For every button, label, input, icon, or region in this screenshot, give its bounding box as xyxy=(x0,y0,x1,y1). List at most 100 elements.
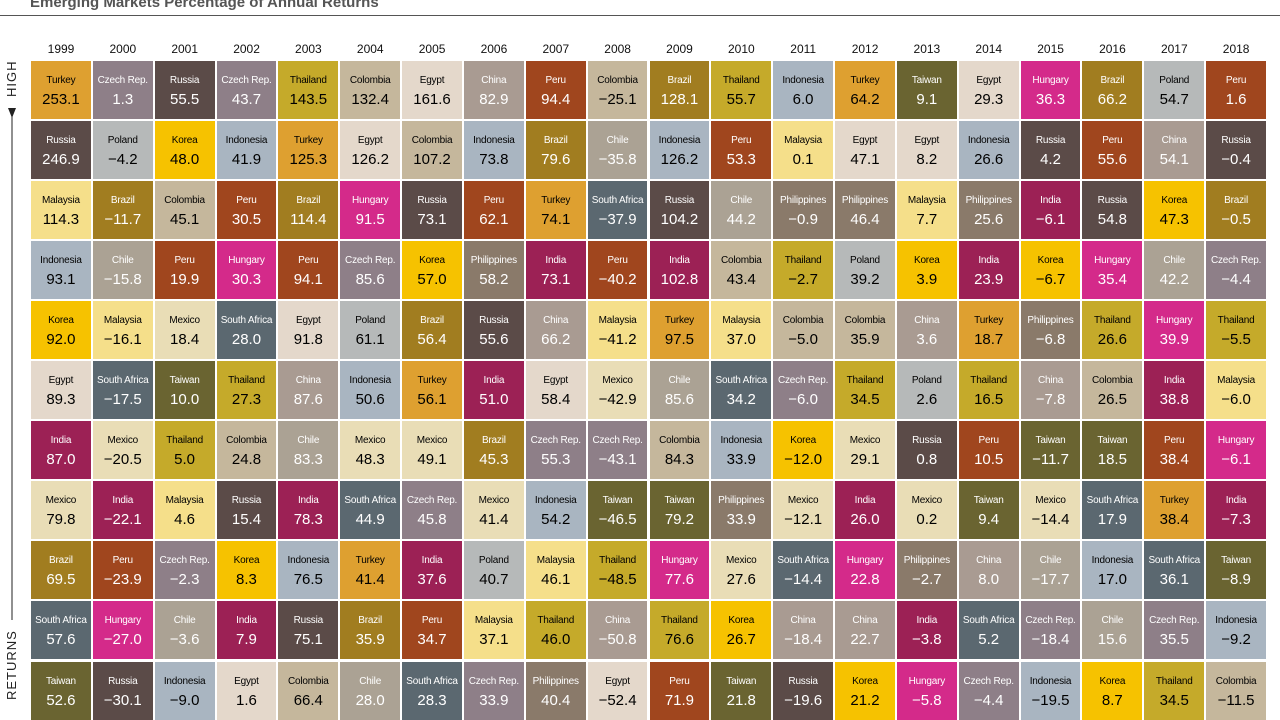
return: 28.0 xyxy=(231,331,262,349)
country: Hungary xyxy=(1217,435,1255,447)
return: 35.9 xyxy=(850,331,880,349)
return: −9.0 xyxy=(169,691,200,709)
return: 52.6 xyxy=(46,691,76,709)
cell: Russia 0.8 xyxy=(896,421,957,480)
cell: Taiwan −46.5 xyxy=(587,481,648,540)
cell: Turkey 56.1 xyxy=(402,361,462,420)
country: Mexico xyxy=(602,375,633,387)
country: Thailand xyxy=(1155,675,1193,687)
return: 79.6 xyxy=(541,151,571,169)
return: −20.5 xyxy=(103,451,142,469)
country: Chile xyxy=(173,615,196,627)
country: Thailand xyxy=(1093,315,1131,327)
country: Colombia xyxy=(349,75,391,86)
country: Indonesia xyxy=(473,135,515,147)
return: −6.8 xyxy=(1035,331,1066,349)
cell: China 82.9 xyxy=(463,61,524,120)
return: −6.1 xyxy=(1035,211,1066,229)
country: Brazil xyxy=(296,195,321,207)
cell: Czech Rep. −2.3 xyxy=(154,541,215,600)
return: 7.7 xyxy=(916,211,938,229)
country: Russia xyxy=(293,615,324,627)
year-header: 2002 xyxy=(233,42,260,56)
cell: China 8.0 xyxy=(958,541,1019,600)
cell: Egypt 47.1 xyxy=(835,121,895,180)
year-header: 2012 xyxy=(851,42,879,56)
cell: Mexico −42.9 xyxy=(587,361,648,420)
country: Hungary xyxy=(846,555,884,567)
cell: Egypt 161.6 xyxy=(402,61,462,120)
country: Korea xyxy=(1099,675,1126,687)
country: Russia xyxy=(417,195,447,207)
year-header: 2008 xyxy=(604,42,631,56)
cell: Taiwan −11.7 xyxy=(1020,421,1081,480)
country: South Africa xyxy=(777,555,829,567)
country: Russia xyxy=(46,135,76,147)
cell: Brazil 56.4 xyxy=(402,301,462,360)
return: 55.7 xyxy=(726,91,756,108)
country: Thailand xyxy=(228,375,265,387)
return: 54.7 xyxy=(1159,91,1189,108)
cell: Czech Rep. 1.3 xyxy=(92,61,153,120)
return: 10.5 xyxy=(974,451,1004,469)
year-header: 2004 xyxy=(356,42,384,56)
country: China xyxy=(295,375,321,387)
year-header: 2001 xyxy=(171,42,199,56)
return: 57.6 xyxy=(46,631,76,649)
cell: Brazil 114.4 xyxy=(278,181,339,240)
cell: Russia 73.1 xyxy=(402,181,462,240)
return: −5.8 xyxy=(912,691,942,709)
return: 75.1 xyxy=(293,631,323,649)
country: Thailand xyxy=(289,75,327,86)
country: Brazil xyxy=(420,315,444,327)
return: 161.6 xyxy=(413,91,451,108)
return: 26.6 xyxy=(1097,331,1127,349)
return: 18.4 xyxy=(170,331,200,349)
returns-label: RETURNS xyxy=(4,630,19,700)
return: −16.1 xyxy=(103,331,142,349)
return: 26.6 xyxy=(974,151,1004,169)
return: 33.9 xyxy=(479,691,509,709)
return: −4.4 xyxy=(1221,271,1251,289)
return: 8.7 xyxy=(1101,691,1123,709)
cell: Colombia 107.2 xyxy=(402,121,462,180)
cell: India 102.8 xyxy=(649,241,710,300)
cell: Taiwan −8.9 xyxy=(1206,541,1266,600)
return: −7.8 xyxy=(1035,391,1066,409)
country: India xyxy=(669,255,690,267)
country: Peru xyxy=(1164,435,1185,447)
country: Taiwan xyxy=(664,495,695,507)
return: 37.0 xyxy=(726,331,756,349)
country: Turkey xyxy=(293,135,323,147)
return: 34.5 xyxy=(850,391,880,409)
return: 35.4 xyxy=(1097,271,1127,289)
return: 26.7 xyxy=(726,631,756,649)
cell: Hungary 35.4 xyxy=(1082,241,1143,300)
country: Chile xyxy=(606,135,629,147)
cell: Peru 55.6 xyxy=(1082,121,1143,180)
country: Taiwan xyxy=(602,495,633,507)
cell: Brazil 45.3 xyxy=(463,421,524,480)
country: Thailand xyxy=(722,75,760,86)
return: 85.6 xyxy=(355,271,385,289)
country: China xyxy=(976,555,1002,567)
cell: Taiwan 21.8 xyxy=(711,661,772,720)
title: Emerging Markets Percentage of Annual Re… xyxy=(30,0,379,11)
return: 132.4 xyxy=(351,91,389,108)
country: Malaysia xyxy=(598,315,637,327)
country: Indonesia xyxy=(1091,555,1134,567)
cell: Egypt 8.2 xyxy=(896,121,957,180)
country: Chile xyxy=(1039,555,1062,567)
country: Korea xyxy=(171,135,198,147)
return: 2.6 xyxy=(916,391,938,409)
return: 8.0 xyxy=(978,571,1000,589)
cell: Philippines 25.6 xyxy=(958,181,1019,240)
return: 79.2 xyxy=(664,511,695,529)
country: Brazil xyxy=(49,555,73,567)
cell: Mexico 48.3 xyxy=(340,421,401,480)
return: 126.2 xyxy=(351,151,389,169)
return: 5.0 xyxy=(174,451,196,469)
cell: Korea −12.0 xyxy=(773,421,834,480)
country: Korea xyxy=(1037,255,1064,267)
cell: Poland 39.2 xyxy=(835,241,895,300)
